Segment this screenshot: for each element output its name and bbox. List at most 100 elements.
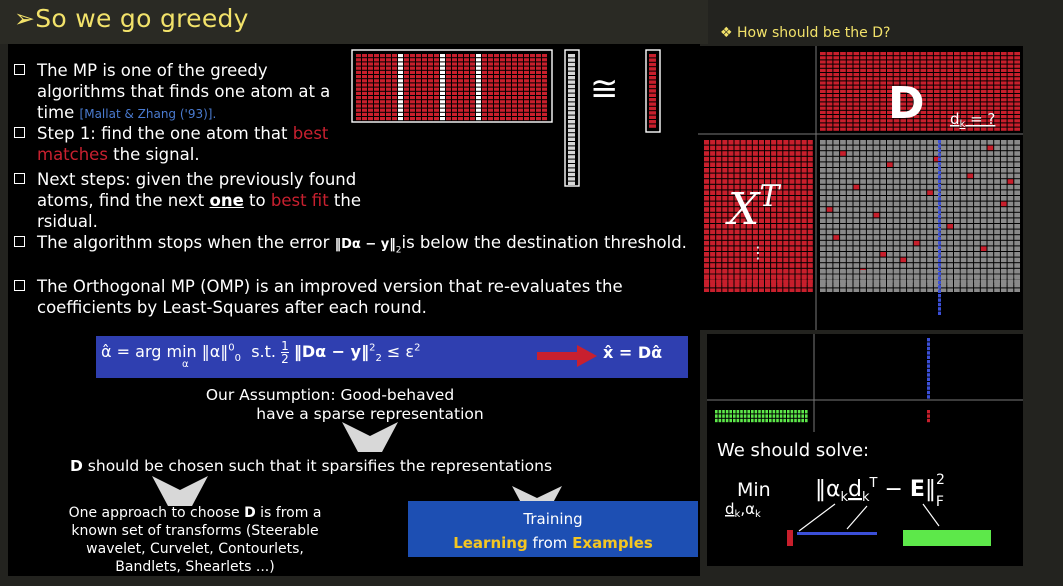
matrix-cell (524, 79, 529, 83)
product-cell (920, 257, 927, 263)
product-cell (840, 151, 846, 156)
matrix-cell (368, 54, 373, 58)
matrix-cell (470, 75, 475, 79)
d-matrix-cell (900, 81, 907, 85)
d-matrix-cell (980, 106, 987, 110)
d-matrix-cell (860, 98, 866, 102)
matrix-cell (494, 112, 499, 116)
d-matrix-cell (947, 52, 953, 56)
matrix-cell (518, 79, 523, 83)
product-cell (967, 283, 974, 288)
d-matrix-cell (873, 106, 880, 110)
product-cell (880, 201, 886, 207)
alpha-row-cell (747, 418, 750, 423)
d-matrix-cell (893, 98, 900, 102)
d-matrix-cell (940, 123, 947, 127)
xt-matrix-cell (801, 140, 807, 145)
product-cell (833, 190, 840, 195)
matrix-cell (404, 83, 409, 87)
product-cell (860, 173, 866, 179)
matrix-cell (374, 112, 379, 116)
xt-matrix-cell (710, 224, 716, 229)
product-cell (880, 218, 886, 223)
d-matrix-cell (866, 52, 873, 56)
product-cell (846, 257, 853, 263)
xt-matrix-cell (716, 179, 722, 184)
matrix-cell (518, 83, 523, 87)
xt-matrix-cell (704, 201, 710, 207)
product-cell (994, 246, 1000, 251)
xt-matrix-cell (728, 179, 734, 184)
matrix-cell (440, 112, 445, 116)
product-cell (840, 168, 846, 173)
d-matrix-cell (940, 60, 947, 64)
product-cell (1000, 168, 1007, 173)
xt-matrix-cell (728, 162, 734, 167)
matrix-cell (374, 100, 379, 104)
matrix-bracket (351, 49, 553, 123)
d-matrix-cell (920, 64, 927, 68)
product-cell (980, 151, 987, 156)
d-matrix-cell (846, 56, 853, 60)
d-matrix-cell (974, 85, 980, 89)
product-cell (967, 257, 974, 263)
product-cell (940, 257, 947, 263)
product-cell (1000, 173, 1007, 179)
d-matrix-cell (987, 102, 994, 106)
product-cell (907, 240, 913, 246)
product-cell (940, 184, 947, 190)
product-cell (960, 173, 967, 179)
xt-matrix-cell (789, 145, 795, 151)
matrix-cell (386, 75, 391, 79)
d-matrix-cell (913, 127, 920, 131)
xt-matrix-cell (752, 252, 758, 257)
d-matrix-cell (840, 115, 846, 119)
matrix-cell (380, 108, 385, 112)
xt-matrix-cell (771, 288, 777, 292)
d-matrix-cell (980, 68, 987, 72)
xt-matrix-cell (746, 179, 752, 184)
matrix-cell (470, 54, 475, 58)
d-matrix-cell (913, 77, 920, 81)
d-matrix-cell (833, 73, 840, 77)
d-matrix-cell (840, 106, 846, 110)
xt-matrix-cell (801, 288, 807, 292)
product-cell (913, 145, 920, 151)
product-cell (1007, 140, 1014, 145)
xt-matrix-cell (752, 246, 758, 251)
matrix-cell (488, 54, 493, 58)
solve-label: We should solve: (717, 440, 869, 461)
matrix-cell (362, 54, 367, 58)
d-matrix-cell (833, 64, 840, 68)
d-matrix-cell (940, 64, 947, 68)
product-cell (954, 224, 960, 229)
alpha-row-cell (758, 410, 761, 414)
matrix-cell (542, 117, 547, 121)
matrix-cell (524, 58, 529, 62)
matrix-cell (422, 96, 427, 100)
alpha-row-cell (722, 410, 725, 414)
product-cell (887, 207, 893, 212)
d-matrix-cell (1014, 94, 1020, 98)
matrix-cell (368, 75, 373, 79)
d-matrix-cell (866, 85, 873, 89)
xt-matrix-cell (734, 218, 740, 223)
dk-column-cell (938, 192, 941, 197)
product-cell (880, 263, 886, 268)
product-cell (866, 173, 873, 179)
matrix-cell (464, 104, 469, 108)
product-cell (853, 140, 860, 145)
xt-matrix-cell (795, 179, 801, 184)
d-matrix-cell (927, 98, 933, 102)
product-cell (840, 283, 846, 288)
xt-matrix-cell (807, 224, 813, 229)
dk-column-cell (938, 140, 941, 144)
d-matrix-cell (1007, 110, 1014, 114)
xt-matrix-cell (783, 179, 789, 184)
diamond-bullet-icon: ❖ (720, 25, 733, 41)
product-cell (866, 235, 873, 240)
xt-matrix-cell (758, 207, 764, 212)
product-cell (947, 270, 953, 274)
product-cell (820, 201, 826, 207)
matrix-cell (500, 104, 505, 108)
